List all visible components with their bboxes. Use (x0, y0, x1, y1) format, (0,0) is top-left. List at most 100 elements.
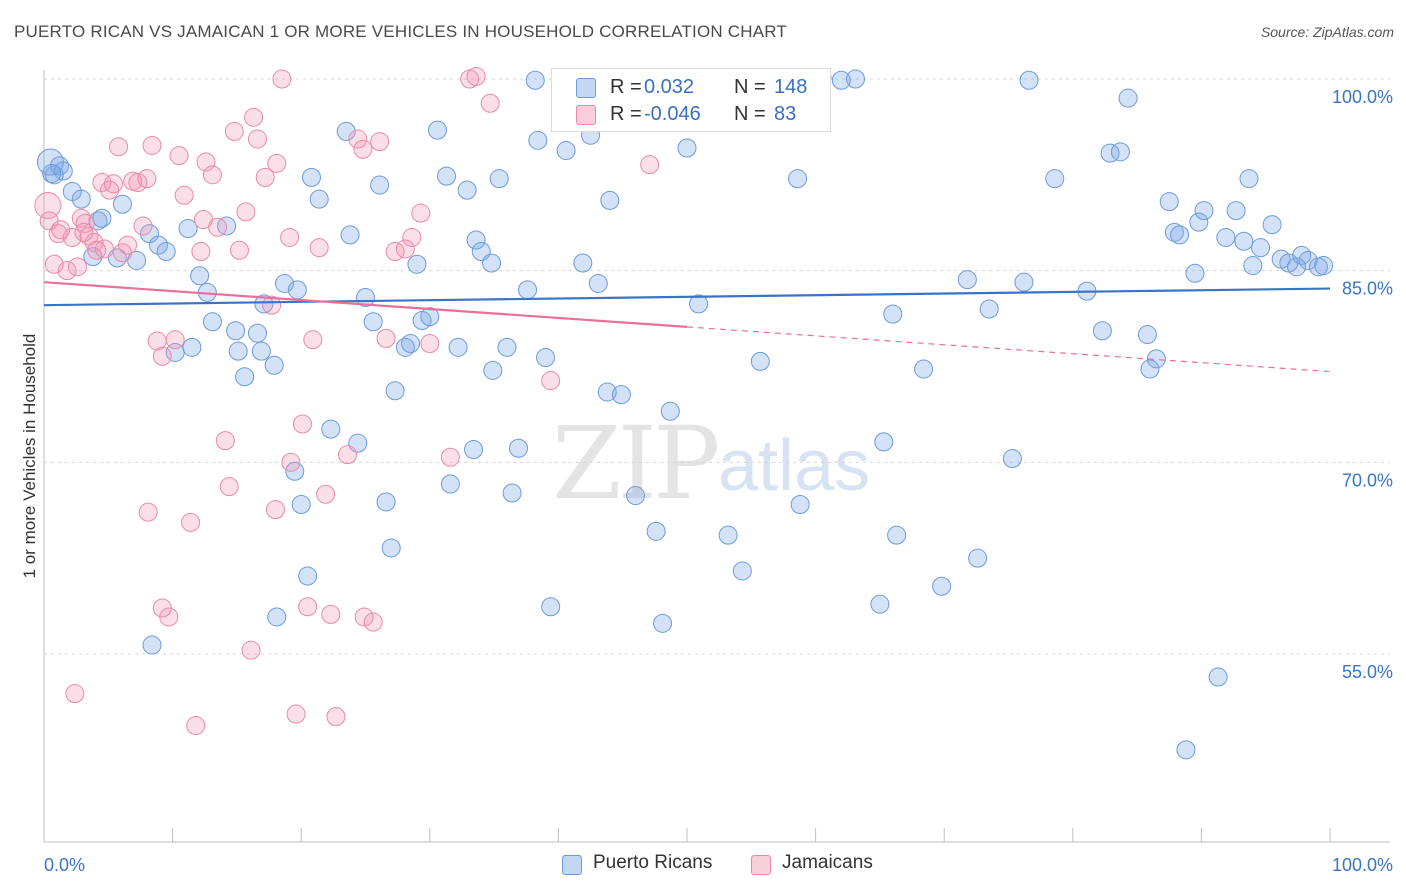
point-puerto-rican (1194, 201, 1214, 221)
series-jamaicans (34, 66, 660, 736)
point-jamaican (191, 242, 211, 261)
point-puerto-rican (1298, 250, 1318, 270)
point-jamaican (247, 129, 267, 149)
y-tick-label: 70.0% (1342, 470, 1393, 490)
point-jamaican (67, 257, 87, 277)
point-puerto-rican (482, 253, 502, 273)
point-jamaican (286, 704, 306, 724)
point-jamaican (298, 597, 318, 617)
point-jamaican (640, 155, 660, 175)
point-puerto-rican (518, 280, 538, 300)
point-puerto-rican (53, 161, 73, 181)
point-puerto-rican (437, 166, 457, 186)
y-axis-label: 1 or more Vehicles in Household (20, 334, 39, 579)
point-puerto-rican (1287, 257, 1307, 277)
tick-labels: 100.0% 85.0% 70.0% 55.0% 0.0% 100.0% 1 or more… (20, 87, 1393, 875)
legend-r-label: R = (610, 76, 642, 98)
point-jamaican (265, 500, 285, 520)
point-jamaican (353, 139, 373, 159)
point-puerto-rican (401, 334, 421, 353)
trend-line-jamaicans-extrapolated (686, 326, 1331, 373)
point-puerto-rican (247, 323, 267, 343)
bottom-legend-swatch-blue (562, 855, 582, 875)
point-puerto-rican (883, 304, 903, 324)
point-puerto-rican (509, 438, 529, 458)
point-jamaican (354, 607, 374, 627)
point-jamaican (142, 135, 162, 155)
point-jamaican (316, 484, 336, 504)
point-puerto-rican (653, 613, 673, 633)
point-jamaican (244, 107, 264, 127)
point-puerto-rican (156, 242, 176, 261)
point-puerto-rican (336, 121, 356, 141)
point-puerto-rican (1170, 225, 1190, 245)
point-jamaican (376, 328, 396, 348)
legend-r-label: R = (610, 103, 642, 125)
y-tick-label: 55.0% (1342, 662, 1393, 682)
point-puerto-rican (870, 594, 890, 614)
point-puerto-rican (541, 597, 561, 617)
watermark-zip: ZIP (552, 405, 720, 522)
point-puerto-rican (190, 266, 210, 286)
grid-lines (44, 78, 1390, 655)
point-puerto-rican (718, 525, 738, 545)
legend-row-puerto-ricans: R = 0.032 N = 148 (552, 73, 830, 101)
y-tick-label: 100.0% (1332, 87, 1393, 107)
point-puerto-rican (1164, 222, 1184, 242)
point-puerto-rican (1314, 256, 1334, 276)
point-puerto-rican (1014, 272, 1034, 292)
source-label: Source: ZipAtlas.com (1260, 24, 1394, 40)
point-jamaican (196, 152, 216, 172)
point-puerto-rican (790, 495, 810, 514)
legend-r-value: -0.046 (644, 103, 701, 125)
point-jamaican (152, 346, 172, 366)
point-puerto-rican (1208, 667, 1228, 687)
point-puerto-rican (1216, 227, 1236, 247)
point-puerto-rican (395, 337, 415, 357)
point-puerto-rican (457, 180, 477, 200)
point-jamaican (51, 220, 71, 240)
bottom-legend-label: Puerto Ricans (593, 852, 713, 873)
point-puerto-rican (291, 495, 311, 514)
point-puerto-rican (528, 130, 548, 150)
point-puerto-rican (732, 561, 752, 581)
axes (43, 70, 1390, 843)
point-puerto-rican (483, 360, 503, 380)
point-puerto-rican (660, 401, 680, 421)
point-jamaican (186, 716, 206, 736)
point-puerto-rican (1118, 88, 1138, 108)
point-puerto-rican (298, 566, 318, 586)
point-jamaican (152, 598, 172, 618)
point-puerto-rican (287, 280, 307, 300)
y-tick-label: 85.0% (1342, 279, 1393, 299)
point-jamaican (169, 146, 189, 166)
legend-n-value: 83 (774, 103, 797, 125)
point-jamaican (71, 208, 91, 228)
point-jamaican (87, 240, 107, 260)
point-puerto-rican (1100, 143, 1120, 163)
point-jamaican (241, 640, 261, 660)
point-puerto-rican (267, 607, 287, 627)
point-puerto-rican (1189, 212, 1209, 232)
point-jamaican (267, 153, 287, 173)
point-puerto-rican (1002, 449, 1022, 468)
point-puerto-rican (235, 367, 255, 387)
point-jamaican (34, 192, 62, 219)
watermark-atlas: atlas (718, 426, 871, 506)
point-jamaican (118, 235, 138, 255)
point-jamaican (174, 185, 194, 205)
point-puerto-rican (588, 273, 608, 293)
point-puerto-rican (1140, 359, 1160, 379)
point-puerto-rican (489, 169, 509, 189)
point-jamaican (133, 216, 153, 236)
trend-lines (43, 281, 1331, 373)
legend-r-value: 0.032 (644, 76, 695, 98)
trend-line-puerto-ricans (43, 287, 1331, 307)
point-jamaican (255, 167, 275, 187)
point-jamaican (466, 66, 486, 86)
point-jamaican (57, 261, 77, 281)
point-jamaican (370, 132, 390, 152)
point-jamaican (62, 227, 82, 247)
point-jamaican (181, 512, 201, 532)
